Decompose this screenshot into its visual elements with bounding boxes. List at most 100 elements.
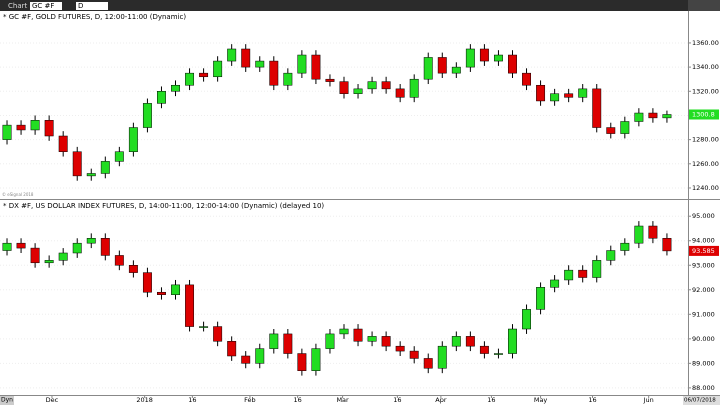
candle-body bbox=[522, 72, 531, 86]
candle-body bbox=[128, 127, 138, 152]
candle-body bbox=[508, 54, 517, 74]
y-tick-label: 1360.00 bbox=[692, 39, 719, 47]
candle-body bbox=[578, 269, 588, 278]
candle-body bbox=[100, 161, 110, 174]
toolbar bbox=[0, 0, 720, 11]
candle-body bbox=[620, 242, 630, 251]
mode-box[interactable] bbox=[0, 396, 14, 405]
x-tick-label: 16 bbox=[487, 396, 495, 404]
toolbar-interval[interactable]: D bbox=[78, 2, 83, 10]
candle-body bbox=[578, 88, 588, 98]
candle-body bbox=[325, 333, 335, 349]
candle-body bbox=[564, 93, 574, 98]
x-tick-label: 16 bbox=[393, 396, 401, 404]
x-tick-label: 16 bbox=[588, 396, 596, 404]
candle-body bbox=[634, 112, 644, 122]
x-tick-label: May bbox=[534, 396, 548, 404]
candle-body bbox=[114, 255, 124, 266]
candle-body bbox=[16, 242, 26, 249]
candle-body bbox=[522, 309, 531, 330]
y-tick-label: 1280.00 bbox=[692, 136, 719, 144]
candle-body bbox=[648, 112, 658, 119]
copyright: © eSignal 2018 bbox=[2, 192, 34, 197]
candle-body bbox=[339, 81, 349, 94]
candle-body bbox=[30, 120, 40, 131]
candle-body bbox=[493, 353, 503, 355]
candle-body bbox=[465, 48, 475, 68]
candle-body bbox=[269, 333, 279, 349]
candle-body bbox=[620, 121, 630, 134]
candle-body bbox=[2, 242, 12, 251]
y-tick-label: 88.000 bbox=[692, 384, 715, 392]
y-tick-label: 1240.00 bbox=[692, 184, 719, 192]
window-controls bbox=[688, 0, 720, 11]
candle-body bbox=[185, 72, 195, 86]
candle-body bbox=[185, 284, 195, 327]
candle-body bbox=[16, 124, 26, 131]
interval-box[interactable] bbox=[76, 2, 108, 10]
candle-body bbox=[339, 328, 349, 335]
y-tick-label: 92.000 bbox=[692, 286, 715, 294]
candle-body bbox=[199, 72, 209, 78]
candle-body bbox=[367, 336, 377, 342]
candle-body bbox=[451, 336, 461, 347]
candle-body bbox=[592, 260, 602, 278]
candle-body bbox=[142, 272, 152, 293]
candle-body bbox=[648, 225, 658, 239]
candle-body bbox=[227, 341, 237, 357]
candle-body bbox=[479, 48, 489, 62]
toolbar-chart[interactable]: Chart bbox=[8, 2, 27, 10]
candle-body bbox=[423, 57, 433, 80]
candle-body bbox=[72, 151, 82, 177]
candle-body bbox=[241, 355, 251, 364]
x-tick-label: Mar bbox=[336, 396, 349, 404]
candle-body bbox=[311, 54, 321, 80]
candle-body bbox=[58, 135, 68, 152]
candle-body bbox=[536, 84, 546, 102]
candle-body bbox=[606, 250, 616, 261]
footer-mode[interactable]: Dyn bbox=[1, 397, 13, 404]
x-tick-label: Apr bbox=[435, 396, 447, 404]
y-tick-label: 1260.00 bbox=[692, 160, 719, 168]
candle-body bbox=[395, 345, 405, 352]
y-tick-label: 94.000 bbox=[692, 237, 715, 245]
x-tick-label: 2018 bbox=[136, 396, 153, 404]
candle-body bbox=[550, 279, 560, 288]
toolbar-symbol[interactable]: GC #F bbox=[32, 2, 54, 10]
candle-body bbox=[86, 173, 96, 177]
candle-body bbox=[367, 81, 377, 90]
last-price-box bbox=[689, 109, 719, 120]
candle-body bbox=[2, 124, 12, 140]
candle-body bbox=[353, 88, 363, 94]
candle-body bbox=[44, 120, 54, 137]
candle-body bbox=[423, 358, 433, 369]
candle-body bbox=[325, 78, 335, 82]
panel-title: * GC #F, GOLD FUTURES, D, 12:00-11:00 (D… bbox=[3, 13, 186, 21]
candle-body bbox=[662, 238, 672, 252]
candle-body bbox=[72, 242, 82, 254]
candle-body bbox=[508, 328, 517, 354]
candle-body bbox=[255, 348, 265, 364]
candle-body bbox=[199, 326, 209, 328]
candle-body bbox=[409, 350, 419, 359]
x-tick-label: Dec bbox=[46, 396, 59, 404]
symbol-box[interactable] bbox=[30, 2, 62, 10]
candle-body bbox=[297, 54, 307, 74]
y-tick-label: 93.000 bbox=[692, 261, 715, 269]
candle-body bbox=[465, 336, 475, 347]
candle-body bbox=[297, 353, 307, 371]
y-tick-label: 90.000 bbox=[692, 335, 715, 343]
candle-body bbox=[479, 345, 489, 354]
candle-body bbox=[662, 114, 672, 119]
y-tick-label: 1320.00 bbox=[692, 87, 719, 95]
candle-body bbox=[213, 60, 223, 78]
candle-body bbox=[171, 84, 180, 92]
candle-body bbox=[44, 260, 54, 264]
y-tick-label: 89.000 bbox=[692, 359, 715, 367]
candle-body bbox=[58, 252, 68, 261]
candle-body bbox=[255, 60, 265, 68]
last-price-box bbox=[689, 245, 719, 256]
last-price-label: 1300.8 bbox=[692, 110, 715, 118]
candle-body bbox=[157, 91, 166, 104]
